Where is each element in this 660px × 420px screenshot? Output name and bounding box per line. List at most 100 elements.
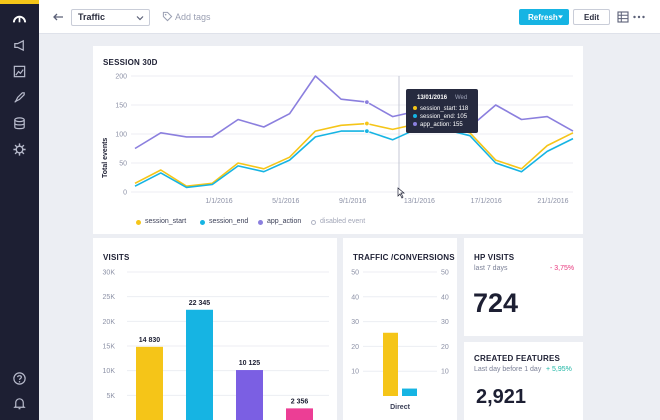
created-features-change: + 5,95% — [546, 366, 572, 373]
bar-value-label: 10 125 — [239, 360, 261, 367]
cursor-pointer-icon — [397, 187, 405, 199]
caret-down-icon[interactable] — [558, 15, 563, 19]
y-axis-ticks: 0 50 100 150 200 — [115, 74, 127, 197]
y-tick-label: 50 — [119, 161, 127, 168]
legend-dot-app-action — [258, 220, 263, 225]
y-tick-label: 5K — [106, 393, 115, 400]
sidebar — [0, 0, 39, 420]
x-tick-label: 17/1/2016 — [471, 198, 502, 205]
tooltip-row-text: app_action: 155 — [420, 122, 463, 128]
y-tick-label: 100 — [115, 132, 127, 139]
x-axis-ticks: 1/1/2016 5/1/2016 9/1/2016 13/1/2016 17/1/20… — [205, 198, 568, 205]
visits-card: VISITS — [93, 238, 337, 420]
report-select[interactable]: Traffic — [71, 9, 150, 26]
bar[interactable] — [286, 408, 313, 420]
traffic-card: TRAFFIC /CONVERSIONS — [343, 238, 457, 420]
right-tick-label: 40 — [441, 294, 449, 301]
tooltip-row-app-action: app_action: 155 — [413, 122, 463, 128]
x-tick-label: 5/1/2016 — [272, 198, 299, 205]
hp-visits-title: HP VISITS — [474, 253, 515, 262]
tooltip-date: 13/01/2016 — [417, 95, 448, 101]
tooltip-row-text: session_end: 105 — [420, 114, 468, 120]
left-tick-label: 20 — [351, 344, 359, 351]
bar[interactable] — [136, 346, 163, 420]
legend-session-start[interactable]: session_start — [145, 218, 187, 225]
x-tick-label: 21/1/2016 — [537, 198, 568, 205]
topbar: Traffic Add tags Refresh Edit — [39, 0, 660, 34]
refresh-label: Refresh — [528, 13, 558, 22]
legend-dot-session-start — [136, 220, 141, 225]
bell-icon[interactable] — [12, 396, 27, 411]
bar-value-label: 22 345 — [189, 300, 211, 307]
bar[interactable] — [186, 309, 213, 420]
x-tick-label: 13/1/2016 — [404, 198, 435, 205]
visits-bar-chart: 30K 25K 20K 15K 10K 5K 14 830 22 345 10 125 2 35… — [103, 270, 329, 420]
traffic-card-title: TRAFFIC /CONVERSIONS — [353, 253, 455, 262]
series-line-session-start — [134, 122, 574, 187]
bar[interactable] — [236, 370, 263, 420]
y-tick-label: 20K — [103, 319, 116, 326]
session-card-title: SESSION 30D — [103, 58, 158, 67]
series — [134, 75, 574, 189]
y-tick-label: 15K — [103, 344, 116, 351]
hp-visits-card: HP VISITS last 7 days - 3,75% 724 — [464, 238, 583, 336]
bar[interactable] — [402, 388, 417, 396]
y-axis-ticks: 30K 25K 20K 15K 10K 5K — [103, 270, 116, 400]
bar-value-label: 14 830 — [139, 337, 161, 344]
help-icon[interactable] — [12, 371, 27, 386]
y-tick-label: 200 — [115, 74, 127, 81]
right-tick-label: 50 — [441, 270, 449, 277]
y-tick-label: 10K — [103, 368, 116, 375]
back-arrow-icon[interactable] — [51, 10, 65, 24]
grid — [131, 75, 573, 193]
created-features-subtitle: Last day before 1 day — [474, 366, 542, 373]
bar[interactable] — [383, 332, 398, 396]
tooltip-day: Wed — [455, 95, 468, 101]
tooltip-row-text: session_start: 118 — [420, 106, 469, 112]
legend-session-end[interactable]: session_end — [209, 218, 249, 225]
left-tick-label: 50 — [351, 270, 359, 277]
created-features-card: CREATED FEATURES Last day before 1 day +… — [464, 342, 583, 420]
created-features-value: 2,921 — [476, 386, 527, 408]
right-tick-label: 30 — [441, 319, 449, 326]
bar-value-label: 2 356 — [291, 398, 309, 405]
axis-ticks: 50 50 40 40 30 30 20 20 10 10 — [351, 270, 449, 376]
x-category-label: Direct — [390, 404, 411, 411]
bars: 14 830 22 345 10 125 2 356 — [136, 300, 313, 420]
grid-layout-icon[interactable] — [616, 9, 630, 25]
right-tick-label: 20 — [441, 344, 449, 351]
image-icon[interactable] — [12, 64, 27, 79]
legend-disabled-event[interactable]: disabled event — [320, 218, 366, 225]
report-select-value: Traffic — [78, 12, 106, 22]
hp-visits-subtitle: last 7 days — [474, 265, 508, 272]
chart-tooltip: 13/01/2016 Wed session_start: 118 sessio… — [406, 89, 478, 133]
legend-dot-session-end — [200, 220, 205, 225]
series-line-session-end — [134, 127, 574, 189]
refresh-button[interactable]: Refresh — [519, 9, 569, 25]
visits-card-title: VISITS — [103, 253, 130, 262]
gear-icon[interactable] — [12, 142, 27, 157]
traffic-bar-chart: 50 50 40 40 30 30 20 20 10 10 Direct — [351, 270, 449, 412]
edit-button[interactable]: Edit — [573, 9, 610, 25]
edit-label: Edit — [584, 13, 600, 22]
left-tick-label: 30 — [351, 319, 359, 326]
more-options-icon[interactable] — [631, 9, 647, 25]
tooltip-row-session-start: session_start: 118 — [413, 106, 468, 112]
hp-visits-value: 724 — [473, 288, 519, 318]
y-tick-label: 25K — [103, 294, 116, 301]
database-icon[interactable] — [12, 116, 27, 131]
tag-icon — [162, 11, 173, 22]
tooltip-row-session-end: session_end: 105 — [413, 114, 467, 120]
add-tags-label: Add tags — [175, 12, 211, 22]
logo-accent-bar — [0, 0, 39, 4]
x-tick-label: 1/1/2016 — [205, 198, 232, 205]
legend-dot-disabled — [311, 220, 316, 225]
legend-app-action[interactable]: app_action — [267, 218, 302, 225]
left-tick-label: 40 — [351, 294, 359, 301]
bars: Direct — [383, 332, 417, 411]
rocket-icon[interactable] — [12, 90, 27, 105]
speedometer-icon[interactable] — [12, 12, 27, 27]
left-tick-label: 10 — [351, 369, 359, 376]
megaphone-icon[interactable] — [12, 38, 27, 53]
x-tick-label: 9/1/2016 — [339, 198, 366, 205]
